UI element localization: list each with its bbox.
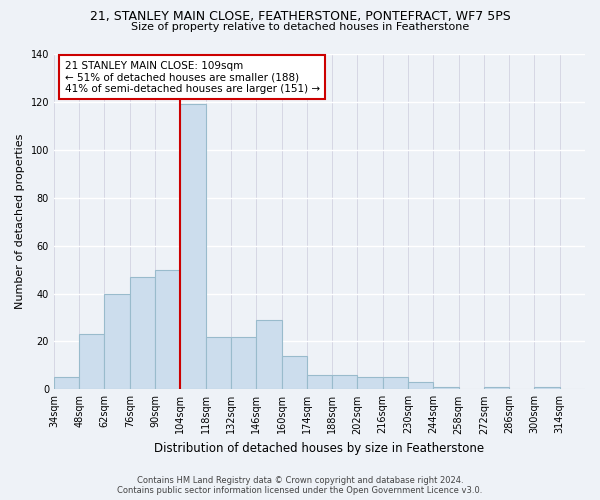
Bar (281, 356, 307, 390)
Bar (433, 387, 458, 390)
Bar (231, 336, 256, 390)
Bar (307, 375, 332, 390)
Bar (408, 382, 433, 390)
Text: 21 STANLEY MAIN CLOSE: 109sqm
← 51% of detached houses are smaller (188)
41% of : 21 STANLEY MAIN CLOSE: 109sqm ← 51% of d… (65, 60, 320, 94)
Bar (104, 294, 130, 390)
Text: Size of property relative to detached houses in Featherstone: Size of property relative to detached ho… (131, 22, 469, 32)
Bar (54, 378, 79, 390)
Bar (181, 104, 206, 390)
Text: Contains HM Land Registry data © Crown copyright and database right 2024.
Contai: Contains HM Land Registry data © Crown c… (118, 476, 482, 495)
Bar (358, 378, 383, 390)
Bar (484, 387, 509, 390)
Bar (256, 320, 281, 390)
Bar (130, 276, 155, 390)
Bar (383, 378, 408, 390)
Bar (206, 336, 231, 390)
Bar (535, 387, 560, 390)
Bar (155, 270, 181, 390)
Bar (332, 375, 358, 390)
Text: 21, STANLEY MAIN CLOSE, FEATHERSTONE, PONTEFRACT, WF7 5PS: 21, STANLEY MAIN CLOSE, FEATHERSTONE, PO… (89, 10, 511, 23)
Bar (79, 334, 104, 390)
Y-axis label: Number of detached properties: Number of detached properties (15, 134, 25, 310)
X-axis label: Distribution of detached houses by size in Featherstone: Distribution of detached houses by size … (154, 442, 485, 455)
